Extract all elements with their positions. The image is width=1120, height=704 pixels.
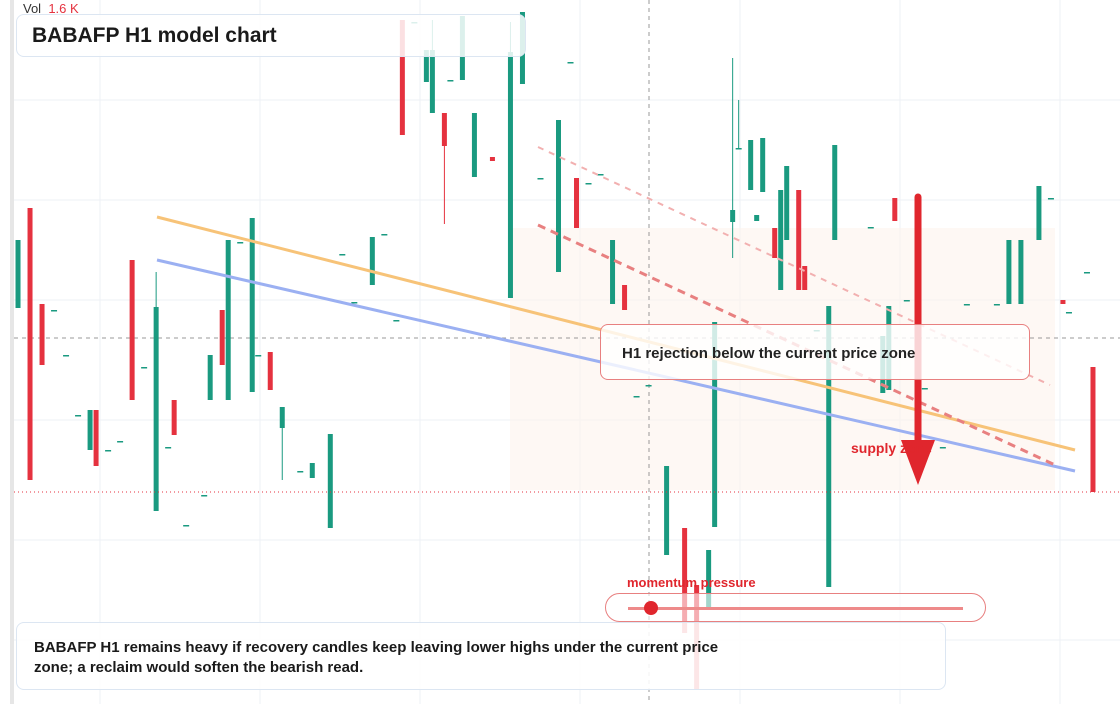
candle-body: [993, 304, 1000, 306]
vol-text: Vol: [23, 1, 42, 16]
left-edge: [10, 0, 14, 704]
candle-body: [735, 148, 742, 150]
candle-body: [939, 447, 946, 449]
candle-body: [796, 190, 802, 290]
candle-body: [610, 240, 616, 304]
candle-body: [832, 145, 838, 240]
candle-body: [963, 304, 970, 306]
candle-body: [105, 450, 112, 452]
candle-body: [447, 80, 454, 82]
candle-body: [165, 447, 172, 449]
candle-body: [574, 178, 580, 228]
candle-body: [141, 367, 148, 369]
candle-body: [237, 242, 244, 244]
candle-body: [892, 198, 898, 221]
candle-body: [706, 550, 712, 610]
candle-body: [1065, 312, 1072, 314]
candle-body: [153, 307, 159, 511]
candle-body: [682, 528, 688, 633]
candle-body: [784, 166, 790, 240]
candle-body: [826, 306, 832, 587]
candle-body: [471, 113, 477, 177]
momentum-knob: [644, 601, 658, 615]
candle-body: [225, 240, 231, 400]
candle-body: [93, 410, 99, 466]
candle-body: [1006, 240, 1012, 304]
candle-body: [75, 415, 82, 417]
candle-body: [27, 208, 33, 480]
candle-body: [381, 234, 388, 236]
candle-body: [39, 304, 45, 365]
candle-body: [309, 463, 315, 478]
candle-body: [921, 388, 928, 390]
candle-body: [219, 310, 225, 365]
candle-body: [633, 396, 640, 398]
callout-box: H1 rejection below the current price zon…: [600, 324, 1030, 380]
candle-body: [201, 495, 208, 497]
candle-body: [537, 178, 544, 180]
candle-body: [567, 62, 574, 64]
candle-body: [117, 441, 124, 443]
candle-body: [441, 113, 447, 146]
candle-body: [778, 190, 784, 290]
candle-body: [423, 50, 429, 82]
candle-body: [645, 385, 652, 387]
candle-body: [507, 52, 513, 298]
candle-body: [664, 466, 670, 555]
candle-body: [51, 310, 58, 312]
candle-body: [760, 138, 766, 192]
vol-value: 1.6 K: [48, 1, 79, 16]
candle-body: [255, 355, 262, 357]
candle-body: [585, 183, 592, 185]
arrow-head: [901, 440, 935, 485]
candle-body: [730, 210, 736, 222]
candle-body: [351, 302, 358, 304]
candle-body: [267, 352, 273, 390]
candle-body: [429, 50, 435, 113]
candle-body: [1090, 367, 1096, 492]
candle-body: [754, 215, 760, 221]
candle-body: [622, 285, 628, 310]
candle-body: [183, 525, 190, 527]
candle-body: [369, 237, 375, 285]
candle-body: [63, 355, 70, 357]
candle-body: [903, 300, 910, 302]
candle-body: [399, 20, 405, 135]
summary-box: BABAFP H1 remains heavy if recovery cand…: [16, 622, 946, 690]
candle-body: [207, 355, 213, 400]
candle-body: [171, 400, 177, 435]
candle-body: [1060, 300, 1066, 304]
candle-body: [555, 120, 561, 272]
candle-body: [597, 174, 604, 176]
candle-body: [772, 228, 778, 258]
candle-body: [327, 434, 333, 528]
candle-body: [489, 157, 495, 161]
candle-body: [1018, 240, 1024, 304]
candle-body: [1047, 198, 1054, 200]
momentum-box: [605, 593, 986, 622]
candle-body: [297, 471, 304, 473]
vol-label: Vol 1.6 K: [23, 1, 79, 16]
momentum-label: momentum pressure: [627, 575, 756, 590]
candle-body: [249, 218, 255, 392]
candle-body: [867, 227, 874, 229]
candle-body: [1083, 272, 1090, 274]
candle-body: [1036, 186, 1042, 240]
candle-body: [802, 266, 808, 290]
momentum-track: [628, 607, 963, 610]
candle-body: [748, 140, 754, 190]
title-box: BABAFP H1 model chart: [16, 14, 526, 57]
candle-body: [129, 260, 135, 400]
zone-label: supply zone: [851, 440, 932, 456]
candle-body: [279, 407, 285, 428]
candle-body: [393, 320, 400, 322]
candle-body: [15, 240, 21, 308]
candle-body: [87, 410, 93, 450]
candle-body: [339, 254, 346, 256]
candle-body: [712, 322, 718, 527]
